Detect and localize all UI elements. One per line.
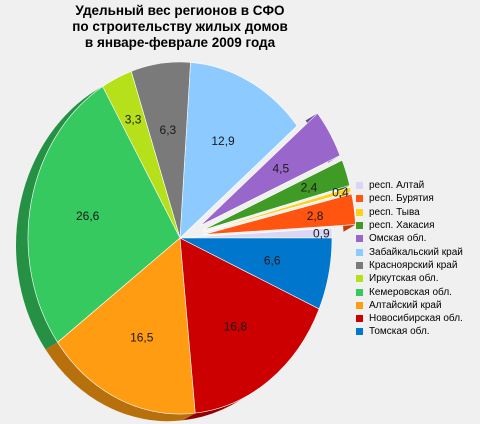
legend-swatch [356, 182, 363, 190]
legend: респ. Алтай респ. Бурятия респ. Тыва респ. … [356, 179, 463, 339]
legend-label: Забайкальский край [369, 246, 463, 258]
legend-item: Забайкальский край [356, 245, 463, 258]
pie-slice-Кемеровская обл. [27, 86, 181, 343]
legend-swatch [356, 301, 363, 309]
pie-slice-респ. Бурятия [203, 193, 356, 235]
legend-label: Новосибирская обл. [369, 313, 463, 325]
legend-swatch [356, 261, 363, 269]
legend-label: респ. Бурятия [369, 193, 434, 205]
pie-slice-Омская обл. [200, 112, 341, 226]
legend-label: Кемеровская обл. [369, 286, 452, 298]
legend-item: респ. Алтай [356, 179, 463, 192]
title-line-1: Удельный вес регионов в СФО [75, 3, 285, 18]
title-line-2: по строительству жилых домов [72, 19, 288, 34]
title-line-3: в январе-феврале 2009 года [84, 35, 276, 50]
pie-slices [27, 61, 356, 415]
pie-slice-Томская обл. [179, 237, 333, 310]
legend-swatch [356, 315, 363, 323]
pie-labels: 0,9 2,8 0,4 2,4 4,5 12,9 6,3 3,3 26,6 16,5 16,8 6,6 [76, 113, 349, 345]
legend-label: респ. Хакасия [369, 220, 435, 232]
legend-swatch [356, 288, 363, 296]
legend-label: Иркутская обл. [369, 273, 439, 285]
legend-item: Красноярский край [356, 259, 463, 272]
legend-item: Алтайский край [356, 299, 463, 312]
pie-label-респ. Алтай: 0,9 [313, 226, 330, 240]
legend-label: респ. Алтай [369, 180, 425, 192]
legend-swatch [356, 222, 363, 230]
legend-item: Иркутская обл. [356, 272, 463, 285]
pie-label-респ. Хакасия: 2,4 [301, 181, 318, 195]
legend-item: респ. Хакасия [356, 219, 463, 232]
pie-slice-Забайкальский край [179, 62, 298, 239]
pie-label-Новосибирская обл.: 16,8 [224, 319, 248, 333]
legend-label: респ. Тыва [369, 206, 420, 218]
legend-item: Новосибирская обл. [356, 312, 463, 325]
legend-swatch [356, 248, 363, 256]
legend-item: респ. Тыва [356, 206, 463, 219]
pie-label-Кемеровская обл.: 26,6 [76, 209, 100, 223]
legend-item: Томская обл. [356, 325, 463, 338]
pie-label-Забайкальский край: 12,9 [211, 134, 235, 148]
legend-swatch [356, 328, 363, 336]
legend-label: Алтайский край [369, 299, 442, 311]
legend-swatch [356, 275, 363, 283]
chart-title: Удельный вес регионов в СФО по строитель… [0, 3, 360, 51]
legend-item: Омская обл. [356, 232, 463, 245]
pie-label-респ. Бурятия: 2,8 [307, 209, 324, 223]
legend-swatch [356, 208, 363, 216]
pie-label-Красноярский край: 6,3 [160, 123, 177, 137]
pie-label-Омская обл.: 4,5 [272, 161, 289, 175]
legend-label: Омская обл. [369, 233, 427, 245]
pie-label-Томская обл.: 6,6 [264, 253, 281, 267]
legend-swatch [356, 195, 363, 203]
pie-label-Алтайский край: 16,5 [130, 331, 154, 345]
pie-wall-Алтайский край [45, 342, 196, 422]
legend-label: Красноярский край [369, 259, 458, 271]
pie-label-Иркутская обл.: 3,3 [125, 113, 142, 127]
legend-item: Кемеровская обл. [356, 285, 463, 298]
pie-slice-респ. Тыва [203, 186, 352, 233]
pie-label-респ. Тыва: 0,4 [332, 185, 349, 199]
legend-label: Томская обл. [369, 326, 430, 338]
pie-slice-Алтайский край [57, 237, 196, 415]
pie-slice-респ. Хакасия [202, 159, 351, 231]
legend-swatch [356, 235, 363, 243]
pie-slice-Новосибирская обл. [179, 237, 320, 414]
legend-item: респ. Бурятия [356, 192, 463, 205]
